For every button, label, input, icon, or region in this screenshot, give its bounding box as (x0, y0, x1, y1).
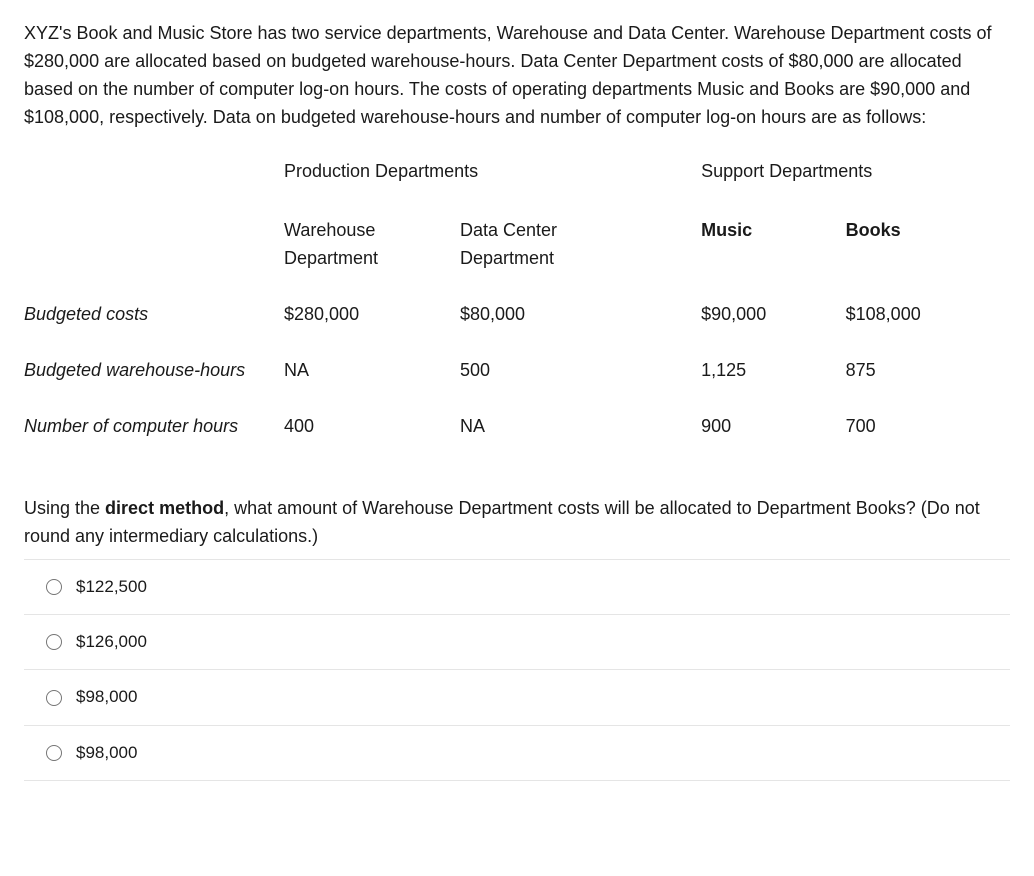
cell: 900 (701, 399, 846, 455)
cell: 500 (460, 343, 641, 399)
row-label: Budgeted costs (24, 287, 284, 343)
answer-label: $122,500 (76, 574, 147, 600)
table-row: Number of computer hours 400 NA 900 700 (24, 399, 1010, 455)
cell: 700 (846, 399, 1010, 455)
answer-option[interactable]: $98,000 (24, 670, 1010, 725)
followup-question: Using the direct method, what amount of … (24, 495, 1010, 551)
cell: $90,000 (701, 287, 846, 343)
books-col-header: Books (846, 203, 1010, 287)
table-row: Budgeted warehouse-hours NA 500 1,125 87… (24, 343, 1010, 399)
cell: $108,000 (846, 287, 1010, 343)
cell: NA (284, 343, 460, 399)
answer-label: $126,000 (76, 629, 147, 655)
question-body: XYZ's Book and Music Store has two servi… (24, 20, 1010, 781)
answer-radio[interactable] (46, 690, 62, 706)
data-table: Production Departments Support Departmen… (24, 140, 1010, 455)
cell: $80,000 (460, 287, 641, 343)
cell: NA (460, 399, 641, 455)
answer-label: $98,000 (76, 684, 137, 710)
answer-option[interactable]: $122,500 (24, 560, 1010, 615)
table-row: Budgeted costs $280,000 $80,000 $90,000 … (24, 287, 1010, 343)
warehouse-col-header: Warehouse Department (284, 203, 460, 287)
answer-option[interactable]: $126,000 (24, 615, 1010, 670)
cell: 875 (846, 343, 1010, 399)
cell: 1,125 (701, 343, 846, 399)
datacenter-col-header: Data Center Department (460, 203, 641, 287)
answer-label: $98,000 (76, 740, 137, 766)
cell: $280,000 (284, 287, 460, 343)
support-group-header: Support Departments (701, 140, 1010, 204)
answer-radio[interactable] (46, 579, 62, 595)
music-col-header: Music (701, 203, 846, 287)
production-group-header: Production Departments (284, 140, 641, 204)
answer-radio[interactable] (46, 634, 62, 650)
question-intro: XYZ's Book and Music Store has two servi… (24, 20, 1010, 132)
row-label: Number of computer hours (24, 399, 284, 455)
row-label: Budgeted warehouse-hours (24, 343, 284, 399)
group-header-row: Production Departments Support Departmen… (24, 140, 1010, 204)
answer-radio[interactable] (46, 745, 62, 761)
cell: 400 (284, 399, 460, 455)
answer-option[interactable]: $98,000 (24, 726, 1010, 781)
answer-options: $122,500 $126,000 $98,000 $98,000 (24, 559, 1010, 781)
column-header-row: Warehouse Department Data Center Departm… (24, 203, 1010, 287)
